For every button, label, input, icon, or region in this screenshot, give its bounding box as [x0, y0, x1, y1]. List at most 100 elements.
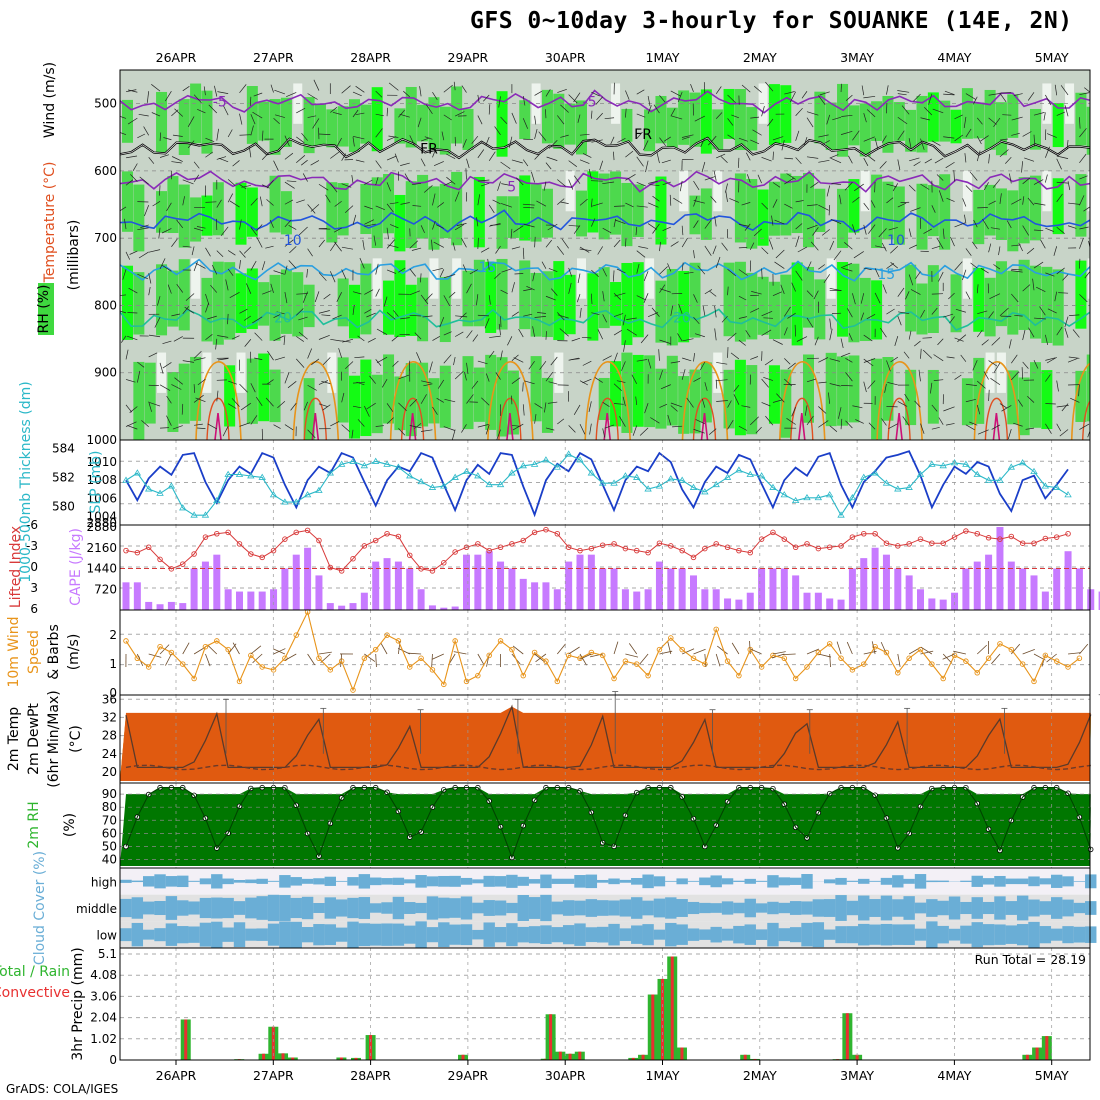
wind-barb [144, 205, 150, 217]
cape-bar [1087, 589, 1095, 610]
wind-barb [784, 306, 791, 317]
wind-barb [375, 359, 382, 367]
wind-barb [310, 160, 320, 166]
wind-barb [613, 219, 616, 228]
wind-barb [151, 112, 161, 117]
convective-contour [389, 361, 437, 440]
cloud-cover-bar [438, 897, 450, 919]
cape-bar [1030, 575, 1038, 610]
slp-tick-label: 1010 [86, 455, 117, 469]
cloud-cover-bar [438, 875, 450, 887]
cloud-cover-bar [222, 897, 234, 919]
wind-barb [561, 238, 569, 249]
wind-barb [322, 357, 331, 366]
rh-streak [519, 260, 531, 330]
precip-legend-convective: Convective [0, 985, 70, 1001]
wind-barb [495, 245, 501, 254]
cloud-cover-bar [755, 880, 768, 882]
wind-barb [626, 317, 637, 320]
wind-barb [472, 334, 479, 342]
cloud-cover-bar [710, 875, 722, 888]
wind-barb [432, 193, 436, 206]
lifted-tick-label: 6 [30, 602, 38, 616]
cloud-cover-bar [835, 926, 847, 944]
wind-barb [796, 336, 808, 342]
rh-streak [360, 183, 372, 235]
wind-barb [761, 402, 771, 407]
convective-inner-contour [303, 397, 327, 440]
wind-barb [532, 326, 535, 337]
wind-barb [477, 360, 488, 365]
wind-barb [273, 335, 284, 342]
wind-barb [386, 182, 392, 192]
wind-barb [636, 263, 640, 274]
wind-barb [588, 168, 592, 180]
lifted-index-marker [384, 531, 390, 537]
wind-barb [159, 154, 170, 158]
rh-dry-patch [1042, 170, 1052, 212]
wind-barb [386, 239, 395, 249]
cape-tick-label: 1440 [86, 562, 117, 576]
wind-barb [398, 374, 410, 380]
rh-streak [530, 272, 542, 337]
wind-barb [352, 135, 365, 140]
date-label-top: 3MAY [840, 50, 874, 65]
thickness-marker [848, 493, 857, 501]
rh-streak [768, 84, 780, 145]
cloud-cover-bar [381, 902, 393, 914]
wind-barb [511, 159, 523, 164]
wind-barb [481, 397, 490, 406]
wind-barb [466, 158, 470, 169]
cape-tick-label: 2160 [86, 541, 117, 555]
wind-barb [659, 137, 666, 147]
wind-barb [128, 287, 138, 294]
rh-streak [1030, 108, 1041, 150]
wind-barb [488, 151, 496, 162]
wind-barb [1028, 327, 1035, 338]
wind-barb [681, 134, 694, 138]
wind-barb [965, 128, 972, 138]
cloud-cover-bar [994, 875, 1006, 887]
cloud-cover-bar [1039, 878, 1052, 885]
wind-barb [539, 361, 547, 370]
wind-barb [441, 131, 445, 141]
cape-bar [962, 568, 970, 610]
rh-streak [576, 100, 587, 155]
date-label-top: 30APR [545, 50, 586, 65]
wind-barb [838, 407, 842, 419]
rh-streak [507, 196, 519, 238]
cloud-cover-bar [1005, 901, 1017, 915]
rh-streak [734, 173, 746, 243]
rh-streak [417, 277, 429, 342]
wind-barb [826, 185, 831, 197]
wind10m-panel: 012 [109, 609, 1090, 700]
wind-barb [148, 334, 161, 338]
wind-barb [1091, 228, 1092, 240]
rh-streak [280, 191, 292, 235]
cloud-cover-bar [585, 874, 598, 889]
rh-streak [746, 365, 758, 435]
rh-streak [156, 91, 168, 153]
wind-speed-marker [236, 678, 243, 685]
wind-barb [182, 179, 194, 185]
rh-streak [848, 179, 860, 233]
wind-barb [284, 135, 290, 147]
cloud-cover-bar [347, 921, 359, 948]
wind-speed-marker [1019, 661, 1026, 667]
wind-barb-10m [568, 646, 580, 655]
wind-barb [772, 182, 781, 188]
rh-streak [871, 358, 883, 440]
rh-streak [689, 195, 701, 235]
wind-barb [125, 379, 136, 383]
cloud-cover-bar [1073, 881, 1086, 882]
rh-streak [1007, 370, 1019, 425]
wind-barb [801, 91, 808, 99]
rh-streak [768, 365, 780, 424]
contour-label: -5 [213, 95, 227, 111]
wind-barb [193, 161, 200, 169]
thickness-marker [167, 482, 176, 489]
wind-barb [148, 401, 152, 412]
precip-convective-bar [578, 1051, 582, 1060]
convective-inner-contour [498, 397, 522, 440]
wind-barb [874, 137, 879, 150]
